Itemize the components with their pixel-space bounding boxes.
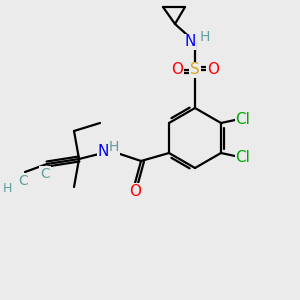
Text: O: O [129, 184, 141, 199]
Text: N: N [184, 34, 196, 50]
Text: O: O [171, 62, 183, 77]
Text: Cl: Cl [236, 112, 250, 127]
Text: H: H [2, 182, 12, 194]
Text: O: O [207, 62, 219, 77]
Text: N: N [97, 143, 109, 158]
Text: H: H [200, 30, 210, 44]
Text: Cl: Cl [236, 149, 250, 164]
Text: S: S [190, 62, 200, 77]
Text: H: H [109, 140, 119, 154]
Text: C: C [40, 167, 50, 181]
Text: C: C [18, 174, 28, 188]
